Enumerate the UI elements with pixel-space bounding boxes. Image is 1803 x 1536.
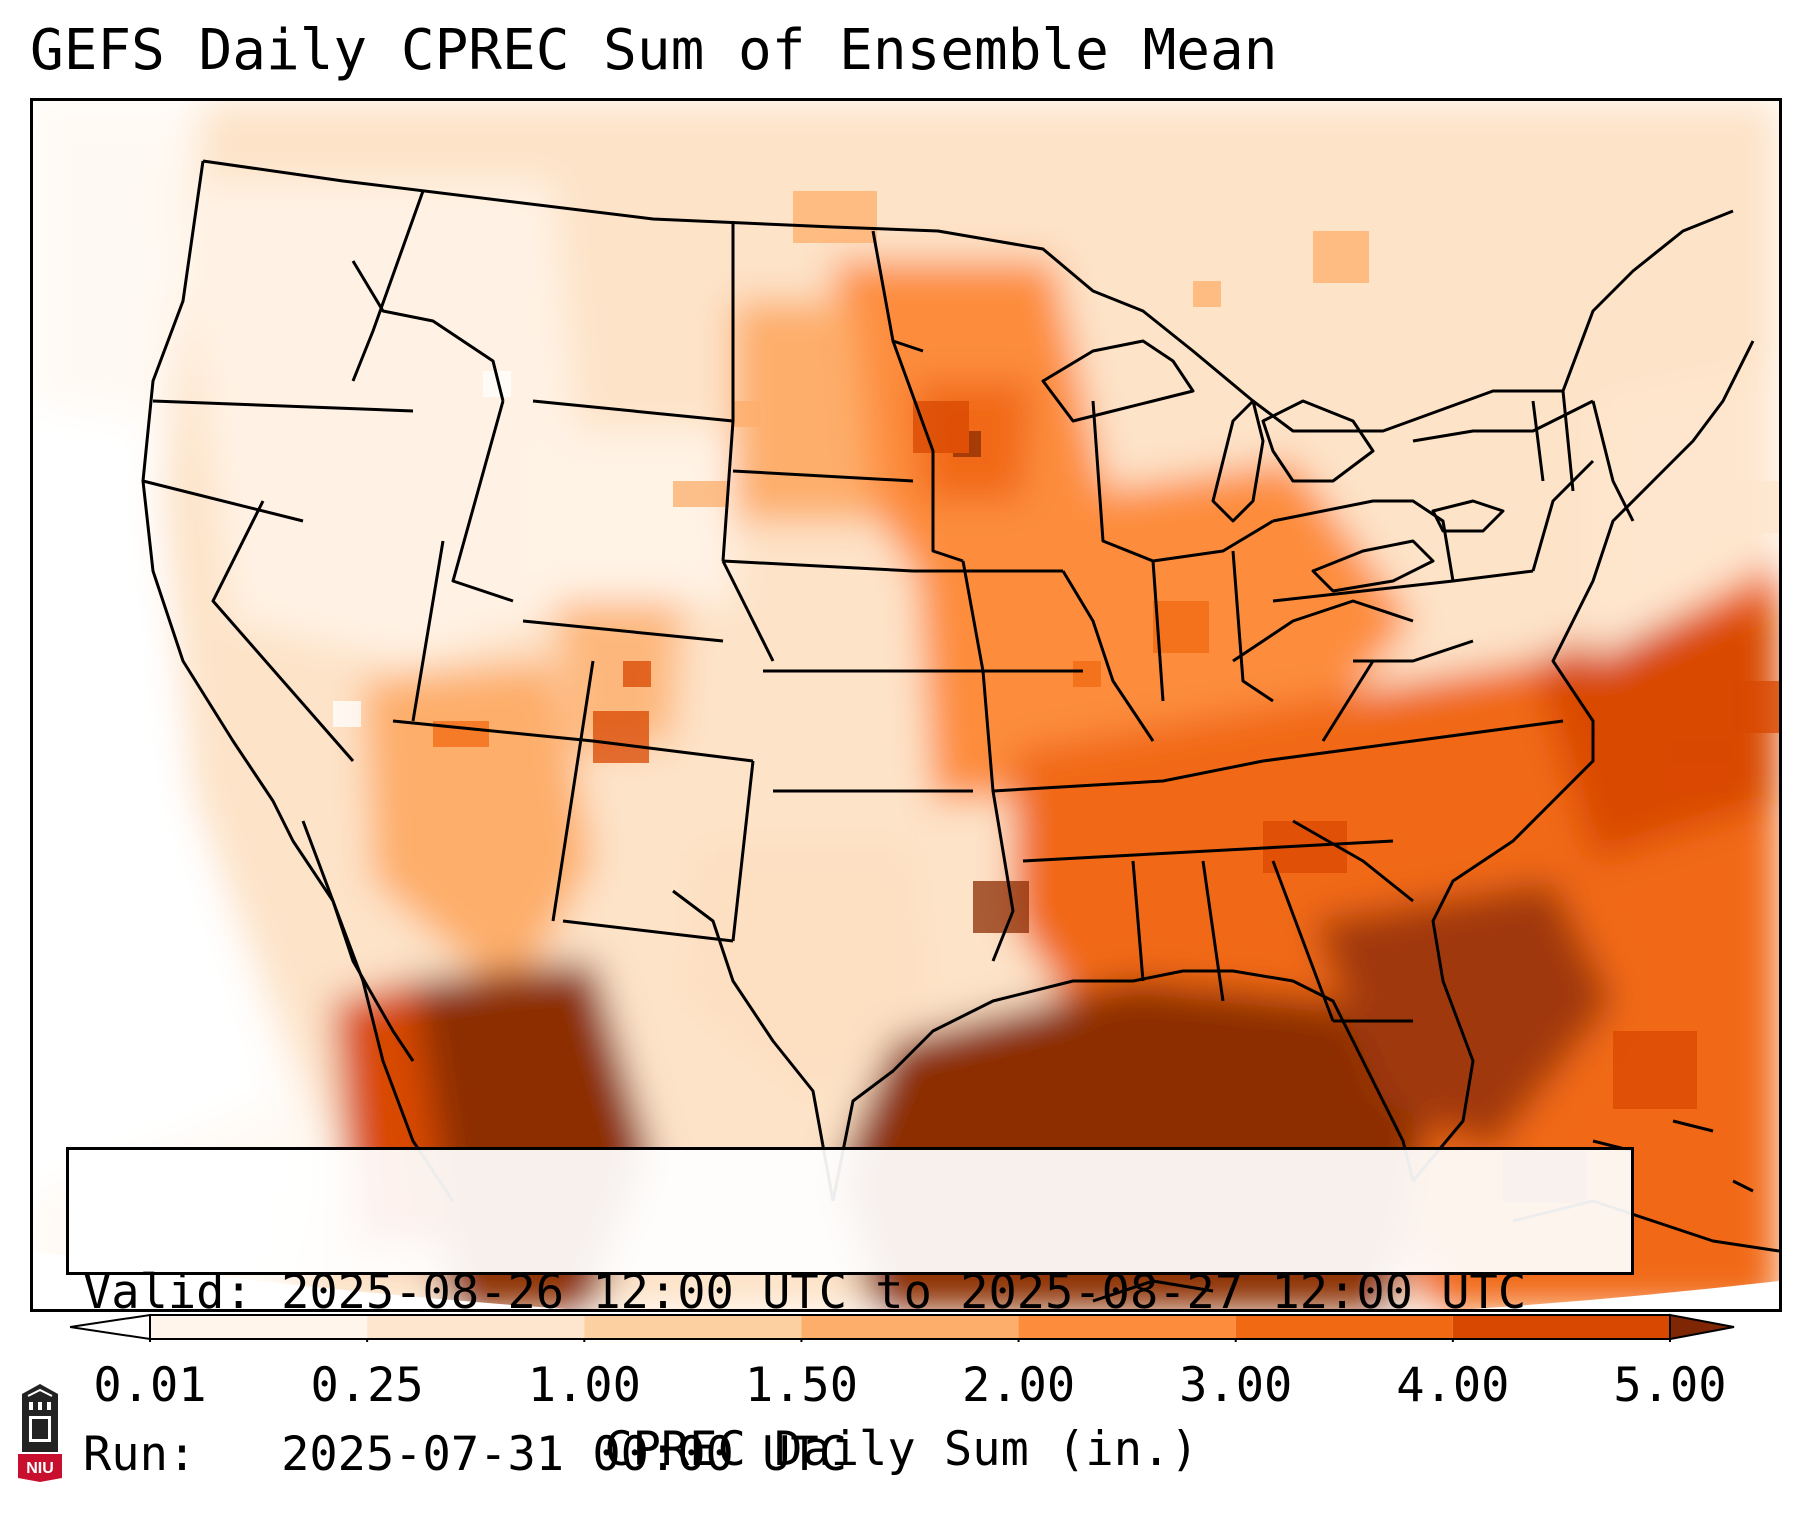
map-title: GEFS Daily CPREC Sum of Ensemble Mean	[30, 18, 1278, 83]
colorbar	[70, 1313, 1735, 1342]
colorbar-over-arrow	[1669, 1313, 1735, 1341]
colorbar-tick-label: 1.00	[527, 1358, 641, 1413]
logo-text: NIU	[26, 1460, 54, 1477]
colorbar-segment	[1235, 1315, 1453, 1339]
colorbar-segment	[150, 1315, 368, 1339]
colorbar-segment	[584, 1315, 802, 1339]
colorbar-segment	[1018, 1315, 1236, 1339]
colorbar-tick-label: 3.00	[1179, 1358, 1293, 1413]
colorbar-tick-label: 4.00	[1396, 1358, 1510, 1413]
colorbar-tick-label: 5.00	[1613, 1358, 1727, 1413]
precipitation-field	[33, 101, 1779, 1309]
colorbar-segment	[367, 1315, 585, 1339]
boundary-lines	[141, 159, 1779, 1303]
colorbar-outline	[149, 1314, 1671, 1340]
precipitation-map	[30, 98, 1782, 1312]
colorbar-under-arrow	[70, 1313, 151, 1341]
colorbar-tick-label: 0.01	[93, 1358, 207, 1413]
colorbar-tick-label: 0.25	[310, 1358, 424, 1413]
colorbar-tick-label: 1.50	[744, 1358, 859, 1413]
valid-time-text: Valid: 2025-08-26 12:00 UTC to 2025-08-2…	[83, 1265, 1527, 1320]
colorbar-segment	[801, 1315, 1019, 1339]
university-tower-icon: NIU	[18, 1384, 62, 1482]
validity-info-box: Valid: 2025-08-26 12:00 UTC to 2025-08-2…	[66, 1147, 1634, 1482]
colorbar-segment	[1452, 1315, 1670, 1339]
colorbar-tick-label: 2.00	[961, 1358, 1076, 1413]
run-time-text: Run: 2025-07-31 00:00 UTC	[83, 1427, 848, 1482]
colorbar-label: CPREC Daily Sum (in.)	[604, 1422, 1199, 1477]
